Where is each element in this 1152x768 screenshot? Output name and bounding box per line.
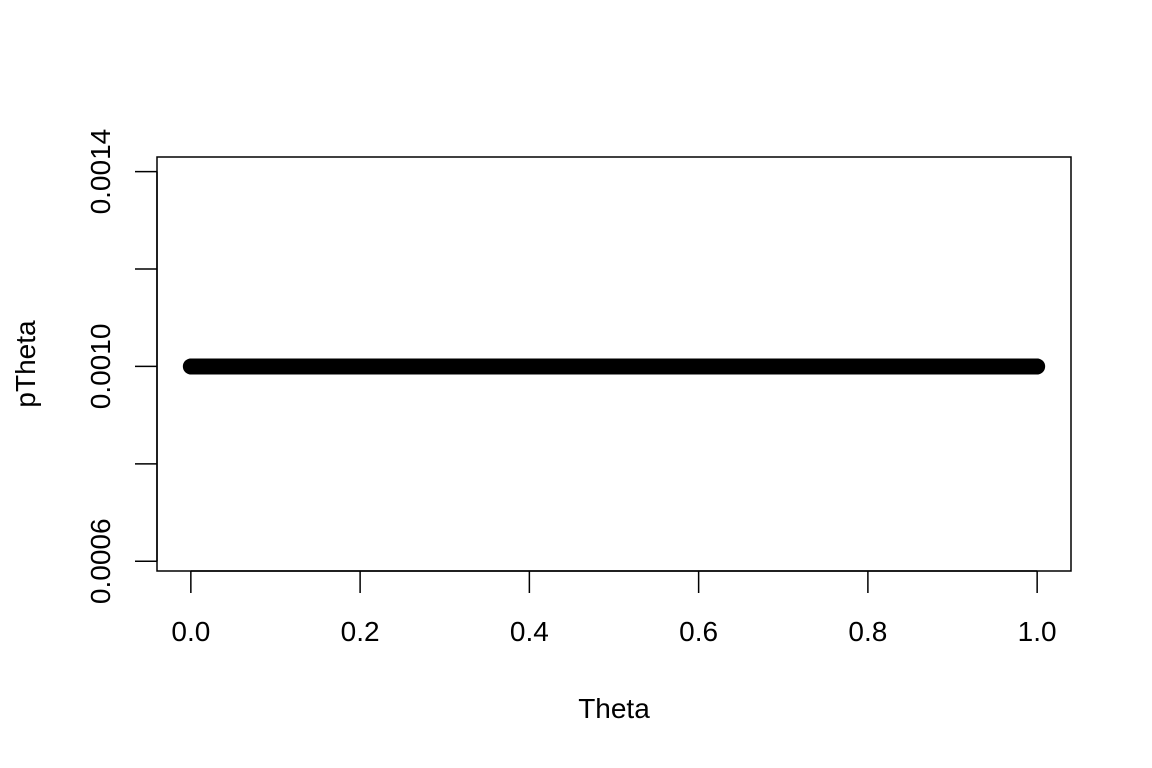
x-tick-label: 0.2 [341,616,380,647]
x-axis: 0.0 0.2 0.4 0.6 0.8 1.0 [171,570,1057,647]
y-tick-label: 0.0010 [85,324,116,410]
x-tick-label: 0.8 [848,616,887,647]
data-points [182,358,1046,375]
x-tick-label: 1.0 [1018,616,1057,647]
y-axis-title: pTheta [10,320,41,408]
x-tick-label: 0.0 [171,616,210,647]
y-tick-label: 0.0014 [85,129,116,215]
x-tick-label: 0.6 [679,616,718,647]
y-axis: 0.0006 0.0010 0.0014 [85,129,158,604]
x-tick-label: 0.4 [510,616,549,647]
y-tick-label: 0.0006 [85,518,116,604]
x-axis-title: Theta [578,693,650,724]
data-point [1029,358,1046,375]
